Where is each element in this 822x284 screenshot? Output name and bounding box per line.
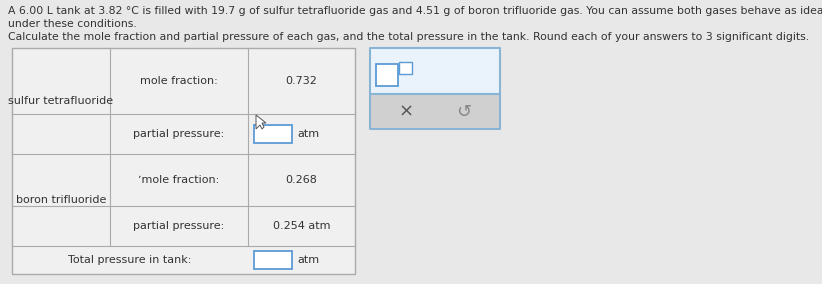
Text: ×: ×: [399, 103, 414, 120]
Text: mole fraction:: mole fraction:: [140, 76, 218, 86]
Bar: [376, 64, 398, 86]
Text: atm: atm: [297, 255, 319, 265]
Text: ʼmole fraction:: ʼmole fraction:: [138, 175, 219, 185]
Text: 0.254 atm: 0.254 atm: [273, 221, 330, 231]
Bar: [370, 48, 500, 94]
Text: ↺: ↺: [456, 103, 471, 120]
Bar: [12, 48, 355, 274]
Text: atm: atm: [297, 129, 319, 139]
Text: sulfur tetrafluoride: sulfur tetrafluoride: [8, 96, 113, 106]
Bar: [370, 94, 500, 129]
Bar: [254, 251, 292, 269]
Text: boron trifluoride: boron trifluoride: [16, 195, 106, 205]
Text: 0.268: 0.268: [285, 175, 317, 185]
Text: Calculate the mole fraction and partial pressure of each gas, and the total pres: Calculate the mole fraction and partial …: [8, 32, 809, 42]
Text: under these conditions.: under these conditions.: [8, 19, 136, 29]
Text: partial pressure:: partial pressure:: [133, 221, 224, 231]
Text: partial pressure:: partial pressure:: [133, 129, 224, 139]
Text: Total pressure in tank:: Total pressure in tank:: [68, 255, 192, 265]
Text: 0.732: 0.732: [285, 76, 317, 86]
Bar: [254, 125, 292, 143]
Bar: [399, 62, 412, 74]
Polygon shape: [256, 115, 266, 129]
Text: A 6.00 L tank at 3.82 °C is filled with 19.7 g of sulfur tetrafluoride gas and 4: A 6.00 L tank at 3.82 °C is filled with …: [8, 6, 822, 16]
